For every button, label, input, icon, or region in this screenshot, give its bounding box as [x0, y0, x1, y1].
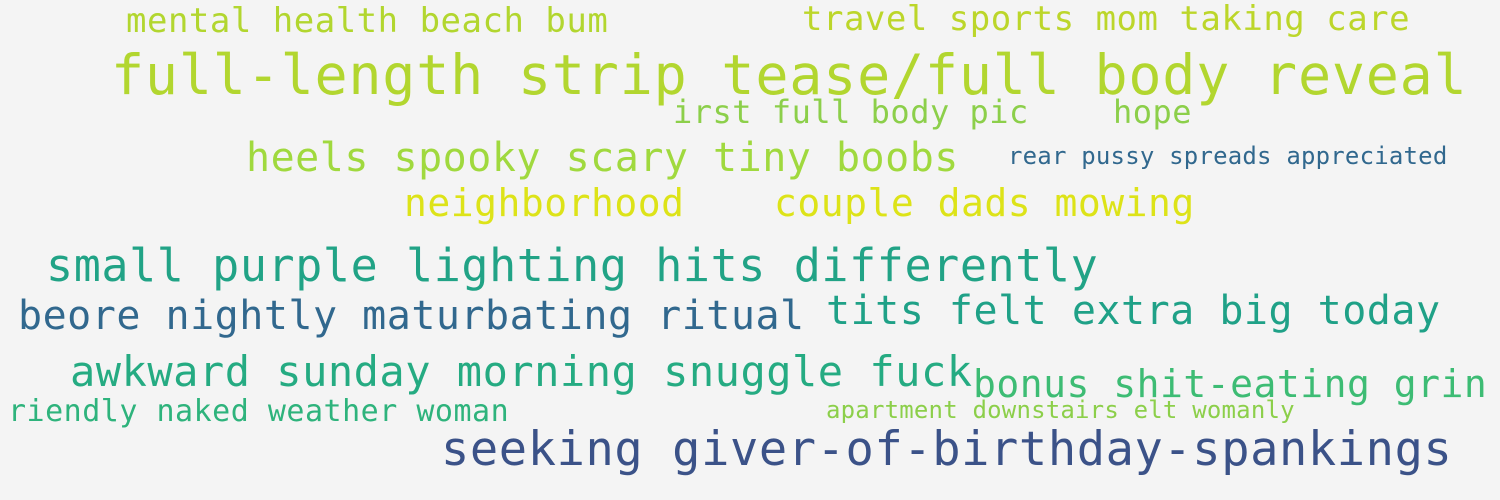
- phrase-full-body-reveal: full-length strip tease/full body reveal: [111, 43, 1468, 107]
- phrase-heels-spooky: heels spooky scary tiny boobs: [246, 135, 959, 181]
- phrase-tits-felt-big: tits felt extra big today: [826, 288, 1441, 334]
- phrase-purple-lighting: small purple lighting hits differently: [46, 239, 1099, 292]
- phrase-weather-woman: riendly naked weather woman: [8, 394, 510, 429]
- phrase-neighborhood: neighborhood: [404, 181, 685, 225]
- phrase-hope: hope: [1113, 93, 1193, 131]
- phrase-nightly-ritual: beore nightly maturbating ritual: [18, 293, 805, 339]
- phrase-couple-dads-mowing: couple dads mowing: [774, 181, 1195, 225]
- phrase-bonus-grin: bonus shit-eating grin: [973, 362, 1488, 406]
- phrase-first-full-body-pic: irst full body pic: [673, 93, 1029, 131]
- phrase-sunday-morning: awkward sunday morning snuggle fuck: [70, 347, 973, 396]
- phrase-rear-spreads: rear pussy spreads appreciated: [1008, 142, 1448, 170]
- phrase-apartment-downstairs: apartment downstairs elt womanly: [826, 396, 1295, 424]
- phrase-birthday-spankings: seeking giver-of-birthday-spankings: [441, 422, 1453, 477]
- phrase-travel-sports-mom: travel sports mom taking care: [802, 0, 1411, 39]
- phrase-mental-health-beach-bum: mental health beach bum: [126, 1, 609, 41]
